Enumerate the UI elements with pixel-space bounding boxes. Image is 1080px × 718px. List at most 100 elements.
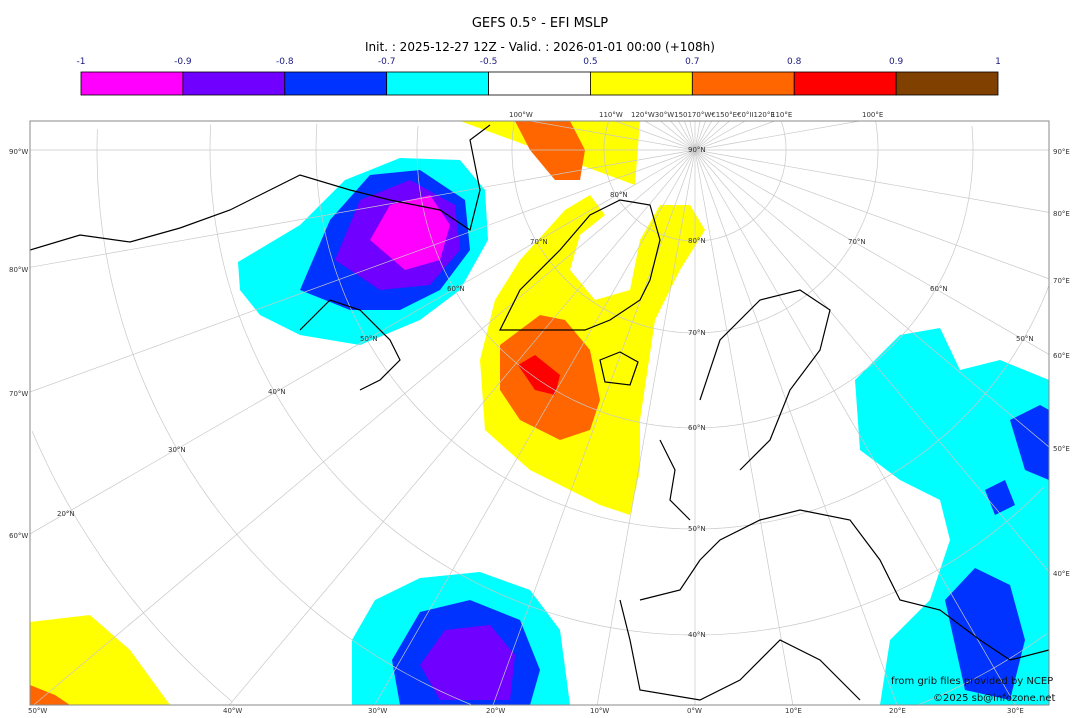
- right-axis-label: 40°E: [1053, 570, 1070, 578]
- colorbar-segment: [284, 71, 388, 96]
- parallel: [315, 123, 1049, 530]
- latitude-label: 70°N: [848, 238, 866, 246]
- meridian: [374, 149, 696, 705]
- meridian: [689, 121, 696, 151]
- latitude-label: 70°N: [530, 238, 548, 246]
- parallel: [416, 125, 974, 429]
- latitude-label: 40°N: [268, 388, 286, 396]
- latitude-label: 80°N: [688, 237, 706, 245]
- meridian: [596, 149, 696, 705]
- colorbar-segment: [895, 71, 999, 96]
- meridian: [677, 121, 696, 151]
- map-area: [30, 121, 1049, 705]
- latitude-label: 50°N: [1016, 335, 1034, 343]
- colorbar-tick-label: 1: [995, 57, 1001, 67]
- efi-region-purple-atlantic: [420, 625, 515, 700]
- meridian: [30, 149, 696, 393]
- meridian: [694, 121, 720, 151]
- colorbar-segment: [182, 71, 286, 96]
- bottom-axis-label: 30°E: [1007, 707, 1024, 715]
- colorbar-segment: [691, 71, 795, 96]
- meridian: [33, 149, 696, 705]
- parallel: [31, 431, 233, 702]
- efi-region-blue-east2: [985, 480, 1015, 515]
- meridian: [644, 121, 696, 151]
- latitude-label: 20°N: [57, 510, 75, 518]
- meridian: [670, 121, 696, 151]
- parallel: [511, 121, 879, 334]
- right-axis-label: 80°E: [1053, 210, 1070, 218]
- latitude-label: 40°N: [688, 631, 706, 639]
- colorbar: [80, 71, 999, 96]
- colorbar-tick-label: -0.8: [275, 57, 294, 67]
- meridian: [694, 149, 1016, 705]
- bottom-axis-label: 10°W: [590, 707, 610, 715]
- meridian: [694, 121, 713, 151]
- parallel: [603, 121, 787, 242]
- bottom-axis-label: 0°W: [687, 707, 702, 715]
- latitude-label: 60°N: [688, 424, 706, 432]
- meridian: [530, 121, 696, 151]
- meridian: [694, 121, 701, 151]
- latitude-label: 60°N: [447, 285, 465, 293]
- meridian: [694, 149, 1049, 280]
- colorbar-tick-label: 0.7: [685, 57, 700, 67]
- meridian: [694, 121, 730, 151]
- map-frame: [29, 120, 1050, 706]
- colorbar-segment: [793, 71, 897, 96]
- meridian: [660, 121, 696, 151]
- meridian: [30, 149, 696, 535]
- latitude-label: 70°N: [688, 329, 706, 337]
- top-axis-label: 100°E: [862, 111, 884, 119]
- colorbar-segment: [386, 71, 489, 96]
- map-title: GEFS 0.5° - EFI MSLP: [471, 16, 609, 31]
- left-axis-label: 70°W: [9, 390, 29, 398]
- meridian: [694, 149, 1049, 213]
- meridian: [229, 149, 696, 705]
- efi-region-blue-east: [1010, 405, 1049, 480]
- meridian: [694, 121, 775, 151]
- top-axis-label: 110°E: [771, 111, 793, 119]
- efi-region-magenta: [370, 195, 450, 270]
- meridian: [694, 149, 898, 705]
- top-axis-label: 100°W: [509, 111, 533, 119]
- coastlines: [30, 124, 1049, 701]
- latitude-label: 90°N: [688, 146, 706, 154]
- colorbar-tick-label: 0.9: [888, 57, 904, 67]
- meridian: [694, 149, 1049, 355]
- right-axis-label: 60°E: [1053, 352, 1070, 360]
- bottom-axis-label: 20°W: [486, 707, 506, 715]
- top-axis-label: 110°W: [599, 111, 623, 119]
- parallel: [96, 129, 1047, 705]
- colorbar-tick-label: -0.5: [479, 57, 498, 67]
- graticule: [30, 121, 1049, 705]
- meridian: [694, 149, 1049, 448]
- right-axis-label: 50°E: [1053, 445, 1070, 453]
- left-axis-label: 80°W: [9, 266, 29, 274]
- bottom-axis-label: 40°W: [223, 707, 243, 715]
- colorbar-tick-label: -0.9: [174, 57, 192, 67]
- latitude-label: 50°N: [360, 335, 378, 343]
- bottom-axis-label: 30°W: [368, 707, 388, 715]
- credit-copyright: ©2025 sb@infozone.net: [933, 693, 1056, 704]
- meridian: [694, 121, 860, 151]
- efi-region-orange-north: [515, 121, 585, 180]
- right-axis-label: 90°E: [1053, 148, 1070, 156]
- colorbar-tick-label: -0.7: [377, 57, 396, 67]
- efi-shading: [30, 121, 1049, 705]
- credit-data-source: from grib files provided by NCEP: [891, 676, 1054, 687]
- meridian: [694, 149, 794, 705]
- left-axis-label: 60°W: [9, 532, 29, 540]
- colorbar-tick-label: 0.5: [583, 57, 598, 67]
- colorbar-segment: [488, 71, 591, 96]
- latitude-label: 50°N: [688, 525, 706, 533]
- colorbar-tick-label: 0.8: [787, 57, 802, 67]
- left-axis-label: 90°W: [9, 148, 29, 156]
- latitude-label: 30°N: [168, 446, 186, 454]
- meridian: [694, 121, 706, 151]
- efi-region-blue-southeast: [945, 568, 1025, 700]
- meridian: [492, 149, 696, 705]
- efi-region-red: [518, 355, 560, 395]
- meridian: [30, 149, 696, 268]
